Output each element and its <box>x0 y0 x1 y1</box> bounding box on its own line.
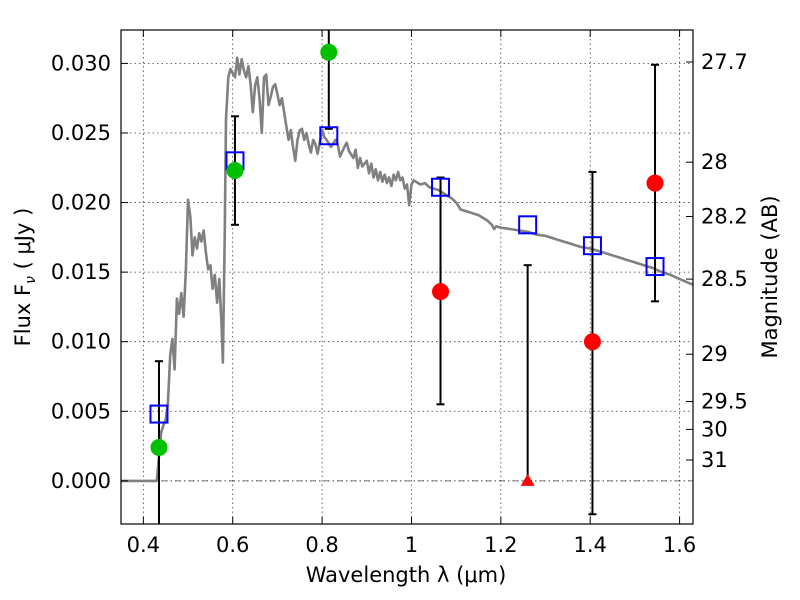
right-tick-label: 30 <box>701 417 728 441</box>
y-axis-title-main: Flux F <box>11 284 35 346</box>
upper-limit-triangle-marker <box>520 473 535 486</box>
y-tick-label: 0.020 <box>51 191 111 215</box>
x-tick-label: 1.4 <box>574 533 607 557</box>
y-axis-ticks: 0.000 0.005 0.010 0.015 0.020 0.025 0.030 <box>51 51 128 493</box>
observed-circle-marker <box>320 43 338 61</box>
spectrum-line <box>121 56 694 483</box>
right-axis-ticks: 27.7 28 28.2 28.5 29 29.5 30 31 <box>686 50 748 472</box>
observed-circle-marker <box>432 283 450 301</box>
y-tick-label: 0.000 <box>51 469 111 493</box>
y-tick-label: 0.010 <box>51 330 111 354</box>
observed-circle-marker <box>583 333 601 351</box>
model-square-marker <box>518 215 538 235</box>
x-tick-label: 0.8 <box>305 533 338 557</box>
observed-circle-marker <box>646 174 664 192</box>
right-tick-label: 31 <box>701 448 728 472</box>
y-tick-label: 0.025 <box>51 121 111 145</box>
x-axis-title: Wavelength λ (μm) <box>306 563 507 587</box>
observed-circle-marker <box>226 162 244 180</box>
y-tick-label: 0.005 <box>51 399 111 423</box>
model-square-marker <box>645 257 665 277</box>
y-tick-label: 0.030 <box>51 51 111 75</box>
template-spectrum <box>121 56 694 483</box>
grid-lines <box>121 30 693 524</box>
y-axis-title-sub: ν <box>23 276 39 284</box>
right-tick-label: 28.2 <box>701 204 748 228</box>
right-tick-label: 29.5 <box>701 390 748 414</box>
plot-frame <box>120 29 694 525</box>
x-tick-label: 1.2 <box>484 533 517 557</box>
observed-circle-marker <box>150 438 168 456</box>
right-tick-label: 29 <box>701 342 728 366</box>
y-axis-title-unit: ( μJy ) <box>11 208 35 276</box>
model-square-marker <box>431 177 451 197</box>
error-bars <box>154 30 660 524</box>
right-axis-title: Magnitude (AB) <box>758 195 782 358</box>
right-tick-label: 28 <box>701 150 728 174</box>
y-tick-label: 0.015 <box>51 260 111 284</box>
x-tick-label: 0.4 <box>127 533 160 557</box>
x-tick-label: 0.6 <box>216 533 249 557</box>
model-square-marker <box>582 236 602 256</box>
model-square-marker <box>149 404 169 424</box>
x-tick-label: 1 <box>405 533 418 557</box>
y-axis-title: Flux Fν ( μJy ) <box>11 208 39 347</box>
x-tick-label: 1.6 <box>663 533 696 557</box>
data-markers <box>149 43 665 486</box>
right-tick-label: 28.5 <box>701 267 748 291</box>
model-square-marker <box>319 126 339 146</box>
right-tick-label: 27.7 <box>701 50 748 74</box>
x-axis-ticks: 0.4 0.6 0.8 1 1.2 1.4 1.6 <box>127 30 696 557</box>
